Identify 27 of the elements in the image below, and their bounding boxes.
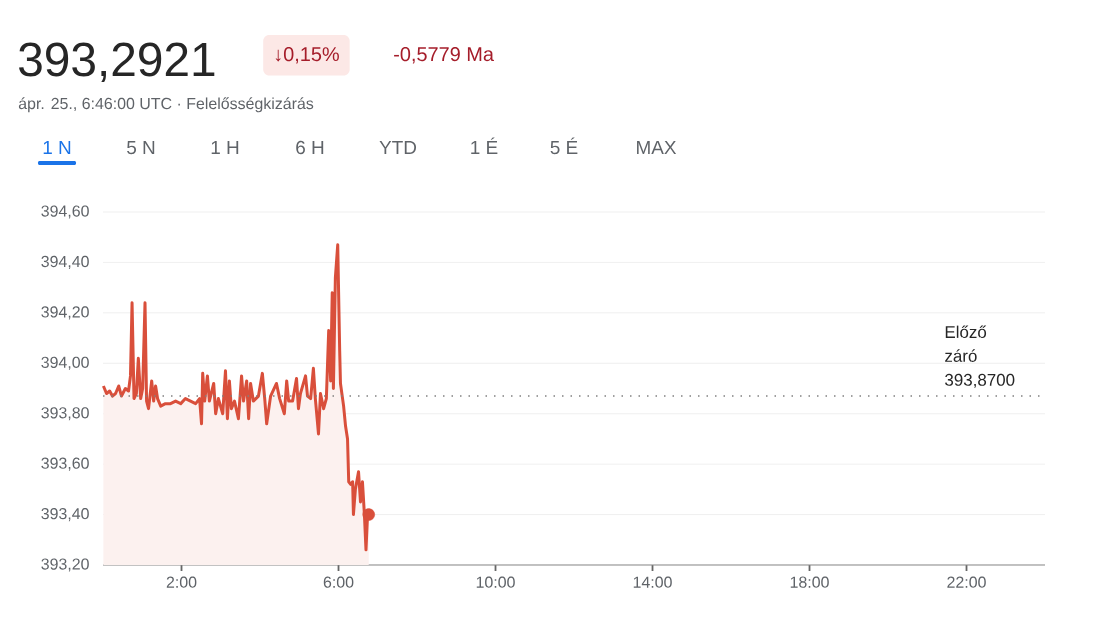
y-tick-label: 394,00 xyxy=(41,356,89,370)
y-tick-label: 394,40 xyxy=(41,255,89,269)
y-tick-label: 393,80 xyxy=(41,407,89,421)
x-tick-label: 10:00 xyxy=(476,576,515,588)
x-tick-label: 18:00 xyxy=(790,576,829,588)
text: YTD xyxy=(379,140,417,154)
text: ápr. 25., 6:46:00 UTC · Felelősségkizárás xyxy=(18,97,314,113)
y-tick-label: 393,20 xyxy=(41,558,89,572)
text: 5 É xyxy=(550,137,578,155)
y-tick-label: 393,60 xyxy=(41,457,89,471)
text: 5 N xyxy=(127,140,155,155)
text: 6 H xyxy=(296,140,324,155)
text: ↓0,15% xyxy=(275,47,339,64)
chart-title: 393,2921 xyxy=(19,42,215,83)
x-tick-label: 22:00 xyxy=(947,576,986,588)
y-tick-label: 393,40 xyxy=(41,507,89,522)
x-tick-label: 6:00 xyxy=(323,576,354,588)
text: 1 N xyxy=(43,140,71,154)
y-tick-label: 394,60 xyxy=(41,205,89,219)
x-tick-label: 2:00 xyxy=(166,576,197,588)
x-tick-label: 14:00 xyxy=(633,576,672,588)
y-tick-label: 394,20 xyxy=(41,306,89,320)
ref-line-label: Előző záró 393,8700 xyxy=(945,325,1015,388)
text: 1 É xyxy=(471,137,498,154)
text: -0,5779 Ma xyxy=(394,47,494,64)
text: MAX xyxy=(637,140,677,154)
text: 1 H xyxy=(211,140,239,154)
